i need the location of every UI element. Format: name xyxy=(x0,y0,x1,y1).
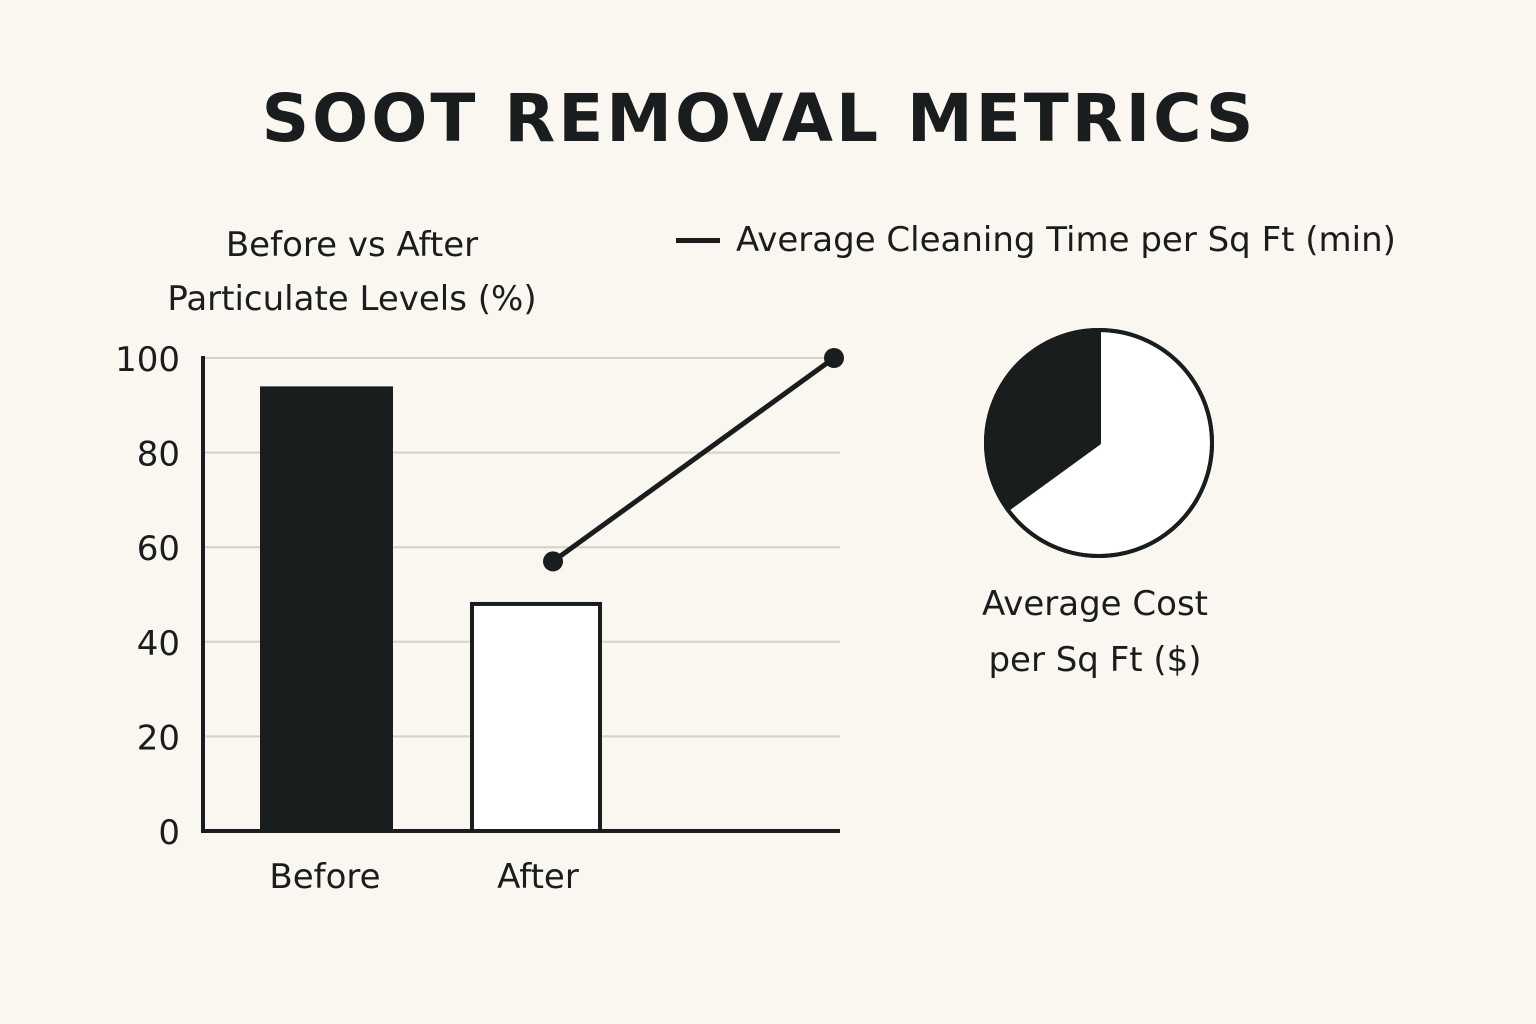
y-tick-label: 100 xyxy=(115,340,180,380)
bar-after xyxy=(470,601,602,834)
x-category-labels: Before After xyxy=(269,857,578,897)
legend: Average Cleaning Time per Sq Ft (min) xyxy=(676,218,1396,262)
y-tick-label: 20 xyxy=(137,718,180,758)
bar-chart-title-line-1: Before vs After xyxy=(225,225,479,265)
x-category-label: After xyxy=(497,857,579,897)
bar-before xyxy=(260,386,393,831)
x-category-label: Before xyxy=(269,857,380,897)
pie-label: Average Cost per Sq Ft ($) xyxy=(940,576,1250,688)
pie-outline xyxy=(984,328,1214,558)
legend-label: Average Cleaning Time per Sq Ft (min) xyxy=(736,220,1396,260)
axes xyxy=(201,356,840,833)
y-tick-labels: 0 20 40 60 80 100 xyxy=(115,340,180,853)
line-series xyxy=(543,348,844,572)
chart-title: SOOT REMOVAL METRICS xyxy=(261,80,1257,157)
line-point xyxy=(543,551,563,572)
y-tick-label: 40 xyxy=(137,624,180,664)
legend-line-swatch xyxy=(676,237,720,243)
bar-chart-title: Before vs After Particulate Levels (%) xyxy=(130,218,574,326)
pie-label-line-1: Average Cost xyxy=(981,584,1208,624)
bar-chart-title-line-2: Particulate Levels (%) xyxy=(167,279,537,319)
line-point xyxy=(824,348,844,368)
y-tick-label: 0 xyxy=(158,813,180,853)
line-series-path xyxy=(551,355,836,564)
y-tick-label: 80 xyxy=(137,435,180,475)
pie-label-line-2: per Sq Ft ($) xyxy=(988,640,1202,680)
y-tick-label: 60 xyxy=(137,529,180,569)
pie-chart xyxy=(984,328,1214,558)
